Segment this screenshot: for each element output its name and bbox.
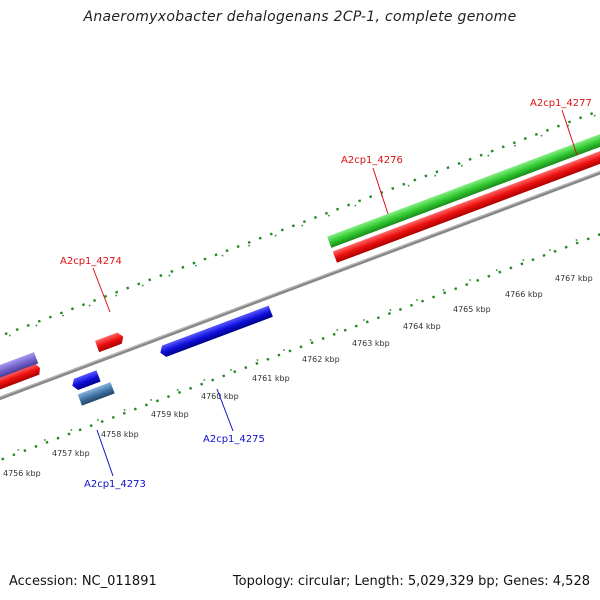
kbp-label: 4767 kbp (555, 274, 593, 283)
gene-label-A2cp1_4277: A2cp1_4277 (530, 98, 592, 109)
map-title: Anaeromyxobacter dehalogenans 2CP-1, com… (83, 9, 517, 25)
kbp-label: 4766 kbp (505, 290, 543, 299)
gene-reverse-A2cp1_4273[interactable] (70, 370, 101, 391)
kbp-label: 4757 kbp (52, 449, 90, 458)
reverse-genes (0, 305, 273, 406)
gene-callouts: A2cp1_4277 A2cp1_4276 A2cp1_4274 A2cp1_4… (60, 98, 592, 490)
gene-label-A2cp1_4275: A2cp1_4275 (203, 434, 265, 445)
kbp-label: 4763 kbp (352, 339, 390, 348)
reverse-tick-ruler-line (1, 204, 600, 461)
gene-label-A2cp1_4276: A2cp1_4276 (341, 155, 403, 166)
gene-forward-green[interactable] (327, 131, 600, 248)
forward-genes (0, 131, 600, 402)
forward-tick-ruler (0, 96, 600, 352)
gene-reverse-steel[interactable] (77, 382, 115, 406)
genome-backbone-highlight (0, 150, 600, 412)
gene-forward-A2cp1_4276[interactable] (332, 147, 600, 263)
forward-tick-ruler-major (0, 99, 600, 347)
reverse-tick-ruler-major (17, 202, 600, 451)
kbp-label: 4764 kbp (403, 322, 441, 331)
callout-line-A2cp1_4275 (216, 388, 234, 432)
kbp-label: 4759 kbp (151, 410, 189, 419)
gene-forward-A2cp1_4274[interactable] (94, 331, 125, 353)
callout-line-A2cp1_4277 (561, 109, 578, 156)
kbp-label: 4756 kbp (3, 469, 41, 478)
callout-line-A2cp1_4273 (96, 429, 114, 477)
forward-tick-ruler-line (0, 96, 600, 352)
callout-line-A2cp1_4276 (372, 167, 389, 215)
gene-label-A2cp1_4273: A2cp1_4273 (84, 479, 146, 490)
gene-forward-red-left[interactable] (0, 362, 42, 402)
kbp-label: 4765 kbp (453, 305, 491, 314)
kbp-label: 4761 kbp (252, 374, 290, 383)
gene-label-A2cp1_4274: A2cp1_4274 (60, 256, 122, 267)
reverse-tick-ruler (1, 202, 600, 461)
gene-reverse-A2cp1_4275[interactable] (158, 305, 273, 359)
callout-line-A2cp1_4274 (92, 267, 111, 313)
accession-text: Accession: NC_011891 (9, 574, 157, 589)
kbp-label: 4762 kbp (302, 355, 340, 364)
kbp-label: 4758 kbp (101, 430, 139, 439)
genome-summary-text: Topology: circular; Length: 5,029,329 bp… (232, 574, 590, 589)
gene-reverse-purple-left[interactable] (0, 352, 39, 391)
